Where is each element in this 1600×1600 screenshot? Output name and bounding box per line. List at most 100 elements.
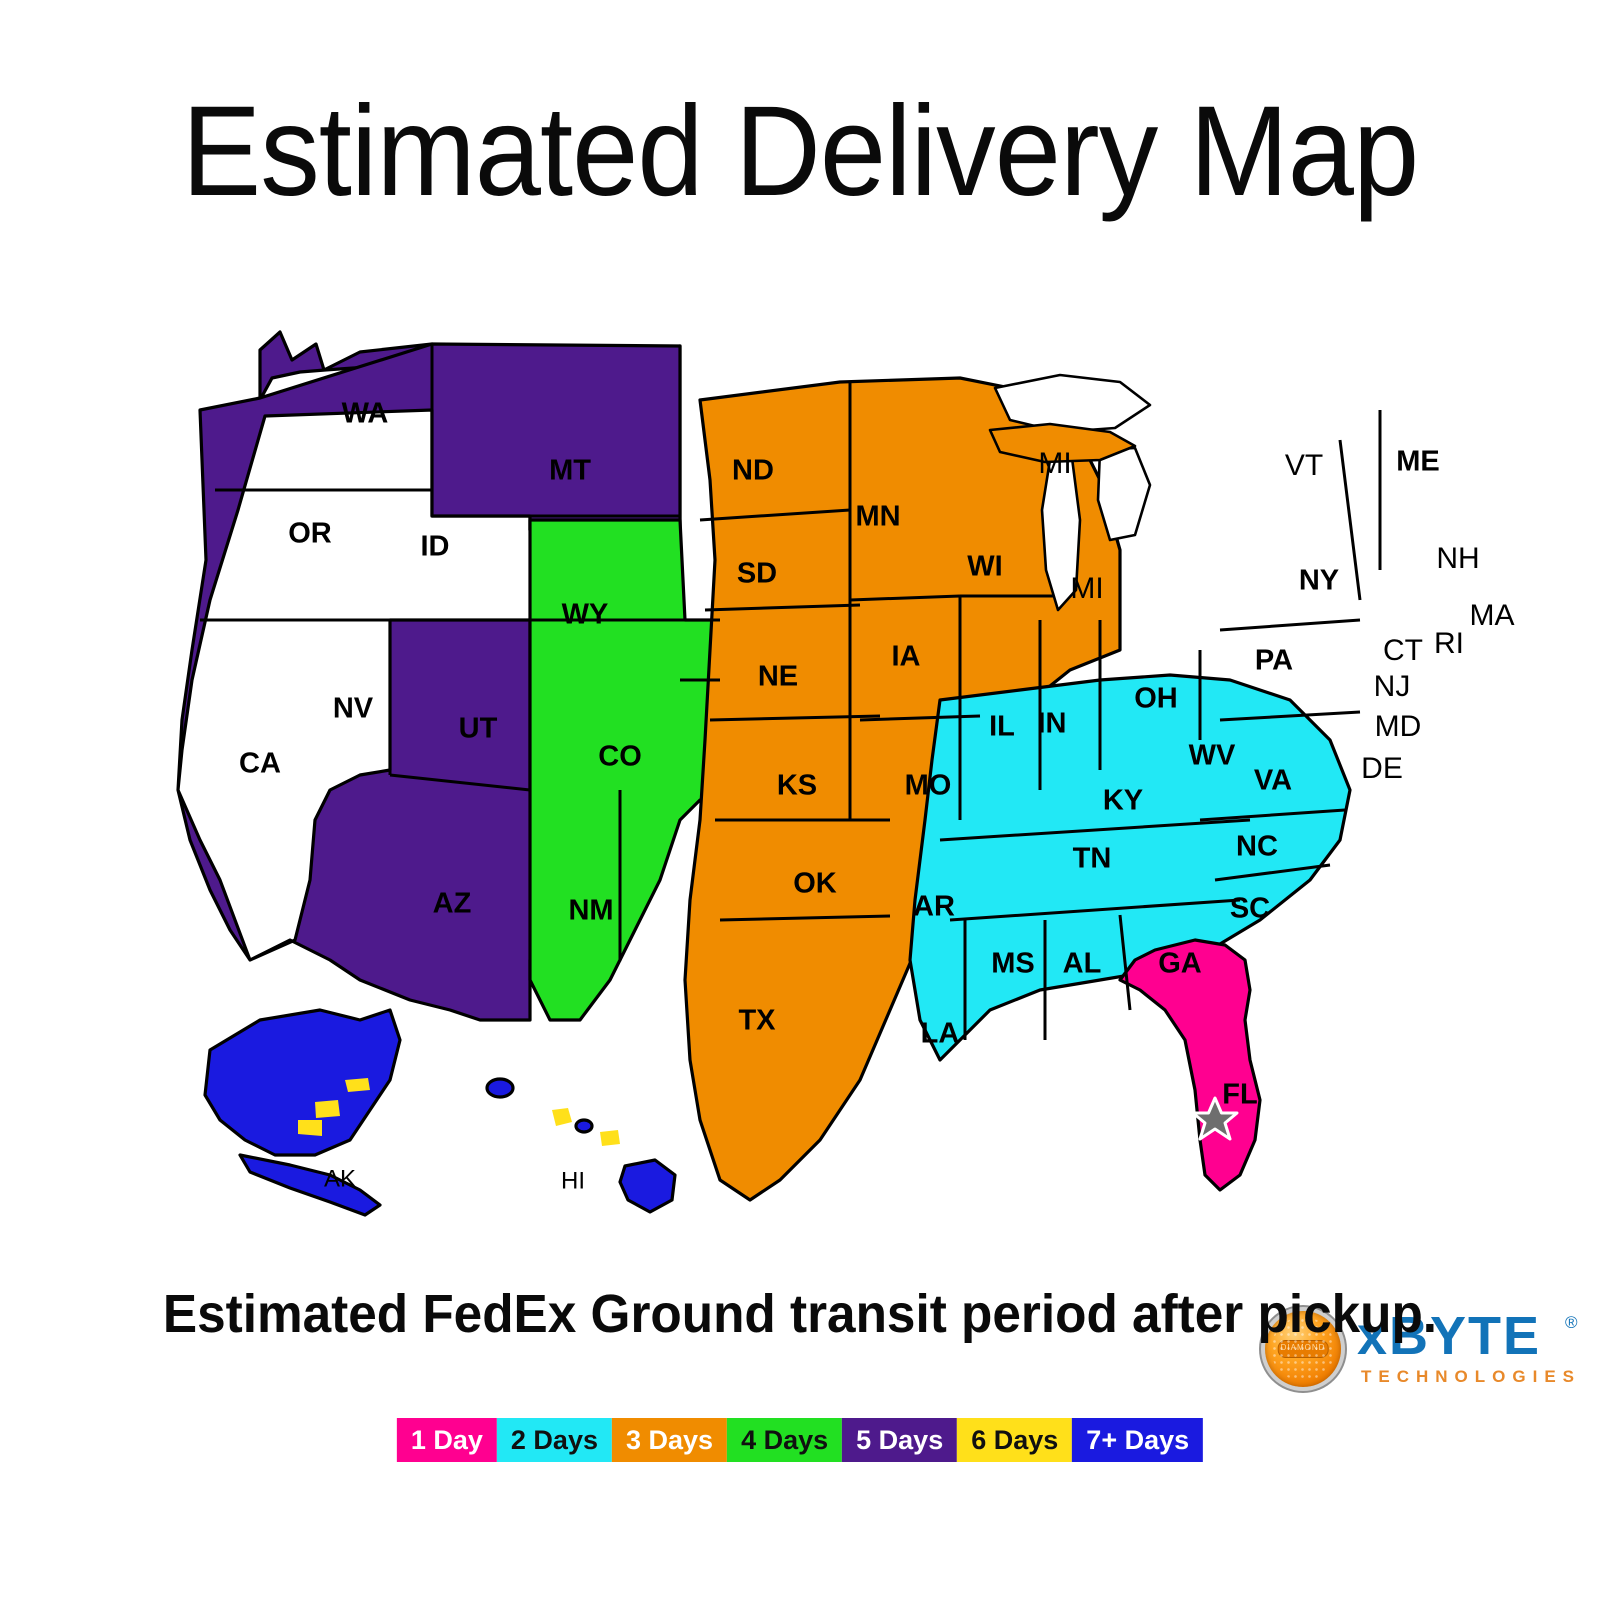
state-label-va: VA	[1254, 765, 1292, 797]
state-label-md: MD	[1375, 710, 1422, 743]
border-nc-sc	[1214, 863, 1331, 882]
region-michigan-up	[988, 422, 1137, 464]
border-ne-states	[1338, 439, 1362, 601]
state-label-ak: AK	[324, 1165, 356, 1192]
state-label-il: IL	[989, 711, 1015, 743]
state-label-fl: FL	[1222, 1079, 1257, 1111]
region-alaska-blue	[203, 1008, 402, 1157]
lake-michigan	[1040, 456, 1082, 612]
state-label-ut: UT	[459, 713, 498, 745]
legend-item-1day[interactable]: 1 Day	[396, 1418, 497, 1462]
border-sd-ne	[704, 603, 861, 612]
state-label-wa: WA	[342, 398, 389, 430]
legend-item-7day[interactable]: 7+ Days	[1072, 1418, 1204, 1462]
state-label-co: CO	[598, 741, 642, 773]
delivery-legend: 1 Day 2 Days 3 Days 4 Days 5 Days 6 Days 7+ Da…	[396, 1418, 1204, 1462]
us-delivery-map: WA OR ID MT WY NV UT CA AZ CO NM ND SD NE KS OK TX MN IA MO…	[60, 320, 1578, 1387]
state-label-ne: NE	[758, 661, 798, 693]
state-label-sc: SC	[1230, 893, 1270, 925]
border-ny-pa	[1219, 618, 1361, 632]
state-label-de: DE	[1361, 752, 1403, 785]
border-tn-ms-al-ga	[949, 898, 1241, 922]
state-label-wv: WV	[1189, 740, 1236, 772]
legend-item-5day[interactable]: 5 Days	[842, 1418, 958, 1462]
state-label-ma: MA	[1470, 599, 1515, 632]
region-hawaii-bigisland	[618, 1158, 677, 1214]
xbyte-registered-mark: ®	[1565, 1313, 1578, 1332]
border-al-ga	[1118, 914, 1132, 1011]
border-mn-ia	[849, 594, 961, 602]
xbyte-tagline: TECHNOLOGIES	[1361, 1367, 1582, 1386]
state-label-ms: MS	[991, 948, 1035, 980]
origin-star-marker	[1191, 1096, 1239, 1141]
region-hawaii-molokai	[574, 1118, 594, 1134]
lake-huron-erie	[1096, 446, 1152, 542]
xbyte-brand-text: xBYTE	[1357, 1306, 1542, 1366]
region-alaska-tail	[238, 1153, 382, 1217]
state-label-tn: TN	[1073, 843, 1112, 875]
state-label-mi: MI	[1070, 572, 1103, 605]
lake-superior	[993, 373, 1152, 434]
legend-item-4day[interactable]: 4 Days	[727, 1418, 843, 1462]
state-label-mn: MN	[855, 501, 900, 533]
state-label-nc: NC	[1236, 831, 1278, 863]
xbyte-logo: DIAMOND xBYTE ® TECHNOLOGIES	[1265, 1305, 1585, 1395]
state-label-nd: ND	[732, 455, 774, 487]
state-label-hi: HI	[561, 1167, 585, 1194]
legend-item-3day[interactable]: 3 Days	[611, 1418, 728, 1462]
state-label-ks: KS	[777, 770, 817, 802]
border-ky-tn	[939, 818, 1251, 842]
legend-item-6day[interactable]: 6 Days	[957, 1418, 1073, 1462]
state-label-ky: KY	[1103, 785, 1143, 817]
state-label-in: IN	[1038, 708, 1067, 740]
state-label-ok: OK	[793, 868, 837, 900]
border-ok-tx	[719, 914, 891, 922]
state-label-ri: RI	[1434, 627, 1464, 660]
state-label-me: ME	[1396, 446, 1440, 478]
state-label-mo: MO	[905, 770, 952, 802]
xbyte-badge-icon: DIAMOND	[1265, 1311, 1341, 1387]
legend-item-2day[interactable]: 2 Days	[496, 1418, 612, 1462]
region-hawaii-kauai	[485, 1077, 515, 1099]
state-label-nv: NV	[333, 693, 374, 725]
state-label-ia: IA	[892, 641, 921, 673]
border-va-nc	[1199, 808, 1346, 822]
state-label-vt: VT	[1285, 449, 1323, 482]
origin-star-icon	[1191, 1096, 1239, 1141]
state-label-mt: MT	[549, 455, 591, 487]
state-label-nh: NH	[1436, 542, 1479, 575]
map-caption: Estimated FedEx Ground transit period af…	[162, 1284, 1438, 1344]
state-label-la: LA	[921, 1018, 960, 1050]
border-ne-ks	[709, 714, 881, 722]
state-label-id: ID	[421, 531, 450, 563]
state-label-ca: CA	[239, 748, 281, 780]
state-label-az: AZ	[433, 888, 472, 920]
region-alaska-yellow-3	[298, 1120, 322, 1136]
state-label-al: AL	[1063, 948, 1102, 980]
state-label-or: OR	[288, 518, 332, 550]
state-label-ct: CT	[1383, 634, 1423, 667]
region-hawaii-maui	[600, 1130, 620, 1146]
region-alaska-yellow-2	[315, 1100, 340, 1118]
state-label-nm: NM	[568, 895, 613, 927]
state-label-group: WA OR ID MT WY NV UT CA AZ CO NM ND SD NE KS OK TX MN IA MO…	[239, 398, 1514, 1195]
map-svg: WA OR ID MT WY NV UT CA AZ CO NM ND SD NE KS OK TX MN IA MO…	[176, 330, 1515, 1217]
state-label-pa: PA	[1255, 645, 1293, 677]
state-label-tx: TX	[738, 1005, 776, 1037]
border-pa-md	[1219, 710, 1361, 722]
state-label-ny: NY	[1299, 565, 1339, 597]
state-label-wi: WI	[967, 551, 1002, 583]
state-label-ga: GA	[1158, 948, 1202, 980]
state-label-wy: WY	[562, 599, 609, 631]
border-nd-sd	[699, 508, 851, 522]
state-label-ar: AR	[913, 891, 955, 923]
region-alaska-yellow-1	[345, 1078, 370, 1092]
page-title: Estimated Delivery Map	[181, 80, 1419, 223]
region-plains-orange	[683, 376, 1122, 1202]
border-ca-az	[389, 773, 531, 792]
state-label-mi: MI	[1038, 447, 1071, 480]
state-label-oh: OH	[1134, 683, 1178, 715]
state-label-sd: SD	[737, 558, 777, 590]
state-label-nj: NJ	[1374, 670, 1411, 703]
